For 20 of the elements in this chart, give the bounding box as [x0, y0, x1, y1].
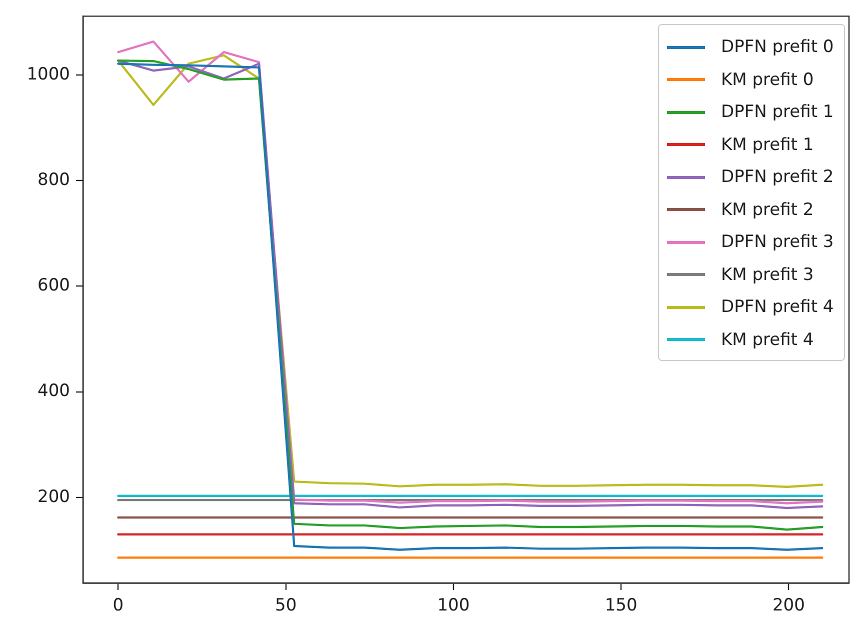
x-tick-label: 100 [437, 596, 470, 616]
legend-label: KM prefit 2 [721, 200, 814, 220]
x-tick-label: 0 [112, 596, 124, 616]
x-tick-label: 200 [772, 596, 805, 616]
legend-label: DPFN prefit 4 [721, 297, 834, 318]
y-tick-label: 800 [38, 170, 70, 190]
legend-label: DPFN prefit 2 [721, 167, 834, 188]
y-tick-label: 1000 [26, 64, 70, 84]
y-tick-label: 200 [38, 486, 70, 507]
y-tick-label: 400 [38, 381, 70, 402]
legend-label: KM prefit 4 [721, 330, 814, 350]
y-tick-label: 600 [38, 276, 70, 296]
legend-label: DPFN prefit 3 [721, 232, 834, 252]
legend-label: KM prefit 3 [721, 264, 814, 285]
x-tick-label: 50 [274, 596, 297, 616]
legend-label: DPFN prefit 1 [721, 102, 834, 122]
legend-label: KM prefit 1 [721, 134, 814, 155]
legend-label: KM prefit 0 [721, 70, 814, 90]
legend-label: DPFN prefit 0 [721, 37, 834, 58]
x-tick-label: 150 [604, 596, 638, 616]
